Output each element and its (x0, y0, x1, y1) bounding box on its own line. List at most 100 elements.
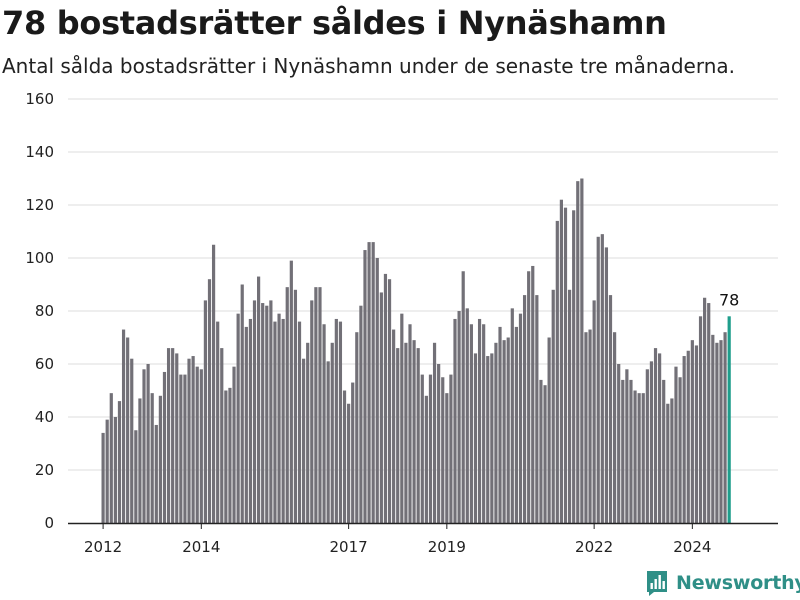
bar (269, 300, 273, 523)
bar (359, 305, 363, 523)
bar (482, 324, 486, 523)
bar (543, 385, 547, 523)
bar (134, 430, 138, 523)
chart-subtitle: Antal sålda bostadsrätter i Nynäshamn un… (2, 54, 736, 78)
bar (318, 287, 322, 523)
brand-name: Newsworthy (676, 572, 800, 594)
bar (666, 403, 670, 523)
bar (633, 390, 637, 523)
x-tick-label: 2019 (428, 538, 466, 556)
bar (322, 324, 326, 523)
bar (236, 313, 240, 523)
bar (621, 379, 625, 523)
bar (392, 329, 396, 523)
bar (203, 300, 207, 523)
bar (142, 369, 146, 523)
bar (248, 318, 253, 523)
bar (641, 393, 645, 523)
bar (408, 324, 412, 523)
bar (179, 374, 183, 523)
bar (101, 432, 105, 523)
bar (428, 374, 433, 523)
bar (613, 332, 617, 523)
bar (535, 295, 539, 523)
bar (694, 345, 699, 523)
newsworthy-logo-icon (647, 570, 667, 596)
bar (416, 348, 420, 523)
bar (113, 417, 117, 523)
bar (420, 374, 424, 523)
annotations: 78 (719, 290, 739, 309)
bar (576, 181, 580, 523)
x-tick-label: 2014 (182, 538, 220, 556)
bar (662, 379, 666, 523)
bar (715, 342, 719, 523)
bar (617, 364, 621, 523)
y-axis: 0 20 40 60 80 100 120 140 160 (25, 90, 54, 532)
bar (330, 342, 334, 523)
bar (334, 318, 338, 523)
bar (146, 364, 150, 523)
bar (670, 398, 674, 523)
bar (445, 393, 449, 523)
bar (150, 393, 154, 523)
bar (682, 356, 686, 523)
bar (162, 371, 167, 523)
bar (138, 398, 142, 523)
bar (678, 377, 682, 523)
bar (273, 321, 277, 523)
bar (314, 287, 318, 523)
bar (232, 366, 236, 523)
bar (224, 390, 228, 523)
bar (183, 374, 187, 523)
y-tick-label: 120 (25, 196, 54, 214)
bar (437, 364, 441, 523)
bar (400, 313, 404, 523)
bar (293, 289, 298, 523)
bar (338, 321, 343, 523)
bar (510, 308, 514, 523)
y-tick-label: 0 (44, 514, 54, 532)
x-axis: 2012 2014 2017 2019 2022 2024 (68, 522, 778, 556)
bar (175, 353, 179, 523)
bar (629, 379, 633, 523)
bar (457, 311, 461, 523)
bar (281, 318, 285, 523)
bars (101, 178, 731, 524)
bar (432, 342, 437, 523)
highlight-bar (727, 316, 731, 523)
bar (449, 374, 453, 523)
bar (551, 289, 555, 523)
bar (600, 234, 604, 523)
bar (109, 393, 113, 523)
bar (527, 271, 531, 523)
bar (674, 366, 678, 523)
bar (547, 337, 551, 523)
bar (289, 260, 293, 523)
y-tick-label: 140 (25, 143, 54, 161)
bar (441, 377, 445, 523)
bar (690, 340, 694, 523)
bar (154, 424, 158, 523)
x-tick-label: 2024 (673, 538, 711, 556)
bar (555, 220, 559, 523)
newsworthy-brand: Newsworthy (645, 568, 800, 598)
bar (199, 369, 203, 523)
bar (261, 303, 265, 523)
bar (596, 236, 600, 524)
bar (216, 321, 220, 523)
bar (355, 332, 359, 523)
bar (187, 358, 191, 523)
bar (363, 250, 367, 524)
bar (658, 353, 662, 523)
bar (351, 382, 355, 523)
bar (342, 390, 347, 523)
bar (277, 313, 281, 523)
bar (252, 300, 257, 523)
bar (211, 244, 216, 523)
bar (465, 308, 469, 523)
bar (559, 199, 563, 523)
y-tick-label: 20 (35, 461, 54, 479)
y-tick-label: 60 (35, 355, 54, 373)
